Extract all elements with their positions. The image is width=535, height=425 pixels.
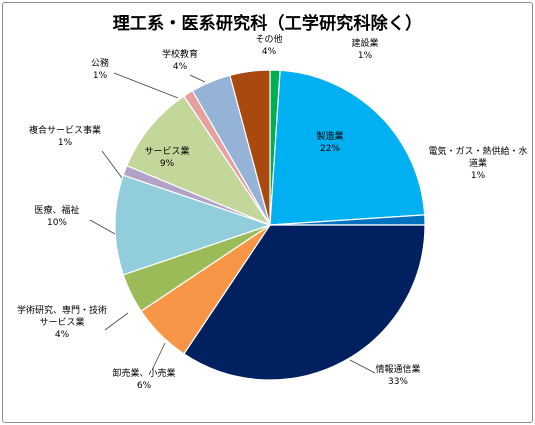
pie-slice-6 [114, 174, 272, 276]
slice-labels: 建設業 1% 製造業 22% 電気・ガス・熱供給・水道業 1% 情報通信業 33% 卸売業、小売… [17, 33, 528, 391]
slice-label-5: 学術研究、専門・技術サービス業 4% [17, 304, 107, 340]
chart-title: 理工系・医系研究科（工学研究科除く） [112, 14, 423, 34]
leader-line-4 [151, 342, 166, 371]
slice-label-2: 電気・ガス・熱供給・水道業 1% [428, 145, 527, 181]
slice-label-0: 建設業 1% [351, 37, 378, 61]
slice-label-7: 複合サービス事業 1% [29, 124, 101, 148]
slice-label-11: その他 4% [255, 33, 282, 57]
leader-line-10 [189, 74, 206, 83]
leader-line-6 [89, 219, 116, 235]
leader-line-5 [104, 312, 129, 331]
pie-slice-8 [126, 95, 272, 227]
pie-slice-1 [269, 69, 426, 226]
slice-label-9: 公務 1% [91, 57, 109, 81]
slice-label-1: 製造業 22% [316, 130, 343, 154]
pie-slice-11 [229, 69, 271, 226]
leader-line-9 [113, 72, 179, 99]
slice-label-6: 医療、福祉 10% [34, 204, 79, 228]
pie-slices [114, 69, 426, 381]
leader-line-7 [101, 150, 123, 179]
slice-label-8: サービス業 9% [144, 145, 189, 169]
slice-label-4: 卸売業、小売業 6% [112, 367, 175, 391]
slice-label-3: 情報通信業 33% [375, 363, 420, 387]
leader-line-3 [349, 359, 376, 374]
leader-lines [89, 72, 376, 374]
slice-label-10: 学校教育 4% [162, 48, 198, 72]
